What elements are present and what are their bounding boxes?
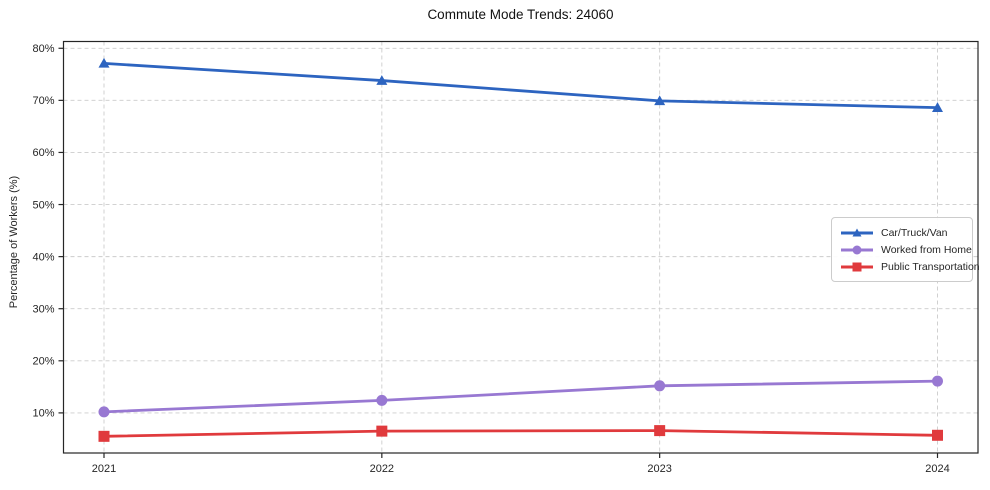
- x-tick-label: 2021: [92, 463, 116, 475]
- circle-marker: [852, 245, 862, 254]
- triangle-marker: [654, 95, 666, 106]
- legend-swatch-circle: [841, 245, 873, 254]
- triangle-marker: [852, 228, 862, 237]
- legend-label: Worked from Home: [881, 243, 972, 256]
- legend-item: Public Transportation: [840, 258, 980, 275]
- y-tick-label: 30%: [32, 304, 54, 316]
- circle-marker: [654, 380, 666, 392]
- x-tick-label: 2024: [925, 463, 949, 475]
- y-tick-label: 10%: [32, 408, 54, 420]
- circle-marker: [98, 406, 110, 418]
- y-tick-label: 20%: [32, 356, 54, 368]
- y-tick-label: 80%: [32, 43, 54, 55]
- circle-marker: [376, 394, 388, 406]
- triangle-marker: [98, 57, 110, 68]
- series-line-square: [102, 429, 939, 438]
- chart-title: Commute Mode Trends: 24060: [427, 7, 614, 22]
- square-marker: [98, 430, 110, 442]
- legend-swatch-square: [841, 262, 873, 271]
- y-tick-label: 60%: [32, 147, 54, 159]
- legend-label: Public Transportation: [881, 260, 980, 273]
- plot-frame: [62, 40, 979, 454]
- legend-label: Car/Truck/Van: [881, 226, 948, 239]
- square-marker: [852, 262, 862, 271]
- x-tick-label: 2023: [647, 463, 671, 475]
- circle-marker: [932, 375, 943, 387]
- legend-swatch-triangle: [841, 228, 873, 237]
- x-tick-label: 2022: [370, 463, 394, 475]
- y-tick-label: 40%: [32, 251, 54, 263]
- y-tick-label: 70%: [32, 95, 54, 107]
- series-line-triangle: [102, 61, 939, 110]
- y-tick-label: 50%: [32, 199, 54, 211]
- legend: Car/Truck/Van Worked from Home Public Tran…: [831, 217, 980, 282]
- square-marker: [654, 425, 666, 437]
- triangle-marker: [376, 75, 388, 85]
- square-marker: [376, 425, 388, 437]
- triangle-marker: [932, 102, 943, 112]
- square-marker: [932, 429, 943, 441]
- legend-item: Worked from Home: [840, 241, 972, 258]
- legend-item: Car/Truck/Van: [840, 224, 964, 241]
- series-line-circle: [102, 379, 939, 414]
